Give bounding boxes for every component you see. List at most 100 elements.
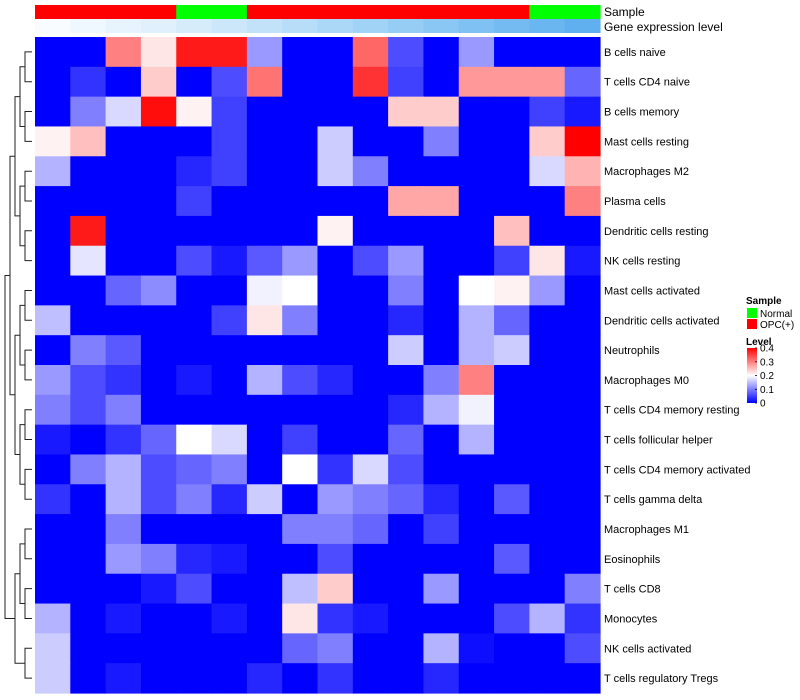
row-label: NK cells resting [604, 256, 680, 268]
row-label: Mast cells resting [604, 136, 689, 148]
heatmap-cell [211, 215, 248, 247]
heatmap-cell [494, 663, 530, 694]
sample-cell [35, 5, 71, 19]
dendrogram-branch [24, 290, 32, 321]
heatmap-cell [140, 126, 177, 157]
heatmap-cell [317, 156, 354, 187]
level-legend-tick-label: 0.2 [760, 371, 774, 382]
expression-level-cell [352, 19, 389, 33]
heatmap-cell [211, 96, 248, 128]
heatmap-cell [529, 96, 566, 128]
sample-cell [529, 5, 566, 19]
heatmap-cells [35, 37, 601, 694]
heatmap-cell [140, 394, 177, 426]
heatmap-cell [529, 126, 566, 157]
heatmap-cell [529, 573, 566, 605]
dendrogram-branch [24, 528, 32, 560]
sample-legend-label: OPC(+) [760, 320, 794, 331]
heatmap-cell [282, 186, 319, 217]
heatmap-cell [564, 365, 601, 396]
heatmap-cell [176, 573, 213, 605]
heatmap-cell [105, 663, 142, 694]
heatmap-cell [458, 394, 495, 426]
heatmap-cell [211, 275, 248, 306]
heatmap-cell [105, 215, 142, 247]
heatmap-cell [176, 245, 213, 277]
heatmap-cell [388, 245, 425, 277]
heatmap-cell [564, 275, 601, 306]
heatmap-cell [388, 394, 425, 426]
heatmap-cell [211, 305, 248, 336]
heatmap-cell [564, 663, 601, 694]
heatmap-cell [388, 633, 425, 664]
heatmap-cell [317, 126, 354, 157]
heatmap-cell [388, 603, 425, 634]
heatmap-cell [494, 245, 530, 277]
heatmap-cell [35, 394, 71, 426]
heatmap-cell [423, 126, 460, 157]
heatmap-cell [140, 186, 177, 217]
heatmap-cell [70, 186, 107, 217]
expression-level-cell [105, 19, 142, 33]
heatmap-cell [140, 454, 177, 485]
row-label: Dendritic cells resting [604, 226, 709, 238]
heatmap-cell [352, 66, 389, 98]
heatmap-cell [105, 573, 142, 605]
dendrogram-branch [9, 155, 15, 396]
row-dendrogram [4, 51, 32, 679]
row-label: Eosinophils [604, 554, 661, 566]
heatmap-cell [282, 514, 319, 545]
heatmap-cell [140, 514, 177, 545]
heatmap-cell [35, 186, 71, 217]
heatmap-cell [564, 186, 601, 217]
sample-cell [211, 5, 248, 19]
heatmap-cell [423, 245, 460, 277]
dendrogram-branch [24, 51, 32, 83]
heatmap-cell [494, 96, 530, 128]
heatmap-cell [352, 573, 389, 605]
row-label: Dendritic cells activated [604, 315, 720, 327]
heatmap-cell [317, 66, 354, 98]
heatmap-cell [529, 335, 566, 366]
row-label: T cells CD4 naive [604, 77, 690, 89]
heatmap-cell [70, 633, 107, 664]
heatmap-cell [458, 126, 495, 157]
heatmap-cell [317, 454, 354, 485]
heatmap-cell [529, 275, 566, 306]
heatmap-cell [246, 96, 283, 128]
heatmap-cell [140, 633, 177, 664]
heatmap-cell [70, 215, 107, 247]
heatmap-cell [211, 335, 248, 366]
level-legend-colorbar [747, 348, 757, 403]
heatmap-cell [70, 484, 107, 515]
heatmap-cell [529, 633, 566, 664]
heatmap-cell [246, 335, 283, 366]
heatmap-cell [388, 156, 425, 187]
heatmap-cell [35, 156, 71, 187]
heatmap-cell [494, 543, 530, 575]
heatmap-cell [317, 275, 354, 306]
heatmap-cell [564, 424, 601, 456]
heatmap-cell [70, 335, 107, 366]
heatmap-cell [176, 543, 213, 575]
row-label: Mast cells activated [604, 286, 700, 298]
heatmap-cell [176, 663, 213, 694]
row-label: Monocytes [604, 614, 658, 626]
heatmap-cell [352, 96, 389, 128]
heatmap-cell [105, 96, 142, 128]
sample-legend-swatch [747, 308, 757, 318]
level-legend-tick-label: 0.3 [760, 357, 774, 368]
heatmap-cell [423, 66, 460, 98]
row-label: B cells naive [604, 47, 666, 59]
heatmap-cell [35, 245, 71, 277]
heatmap-cell [317, 96, 354, 128]
dendrogram-branch [24, 468, 32, 500]
heatmap-cell [529, 663, 566, 694]
row-label: NK cells activated [604, 643, 691, 655]
heatmap-cell [458, 245, 495, 277]
heatmap-cell [458, 514, 495, 545]
heatmap-cell [211, 573, 248, 605]
heatmap-cell [282, 335, 319, 366]
heatmap-cell [423, 514, 460, 545]
heatmap-cell [105, 603, 142, 634]
